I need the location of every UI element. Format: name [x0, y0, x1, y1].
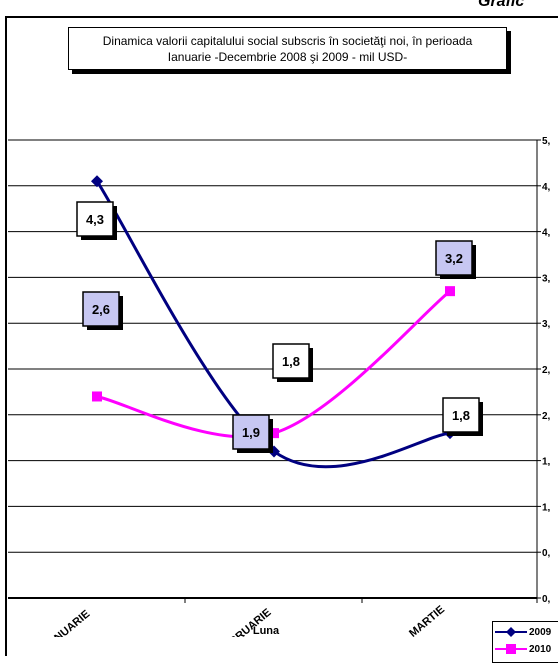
data-label-2009: 1,9: [242, 425, 260, 440]
y-tick-label: 0,: [542, 548, 551, 559]
chart-title-line-1: Dinamica valorii capitalului social subs…: [102, 33, 473, 48]
data-label-2009: 4,3: [86, 212, 104, 227]
corner-title: Grafic: [478, 0, 525, 10]
data-labels: 4,3 1,9 1,8 2,6 1,8 3,2: [76, 201, 483, 453]
legend-label-2009: 2009: [529, 626, 552, 638]
marker-2010: [92, 391, 102, 402]
data-label-2010: 2,6: [92, 302, 110, 317]
legend-item-2009: 2009: [495, 625, 551, 639]
series-line-2009: [95, 180, 451, 469]
tick-labels: 0,0,1,1,2,2,3,3,4,4,5,IANUARIE FEBRUARIE M…: [44, 136, 551, 637]
legend-swatch-2010: [495, 644, 527, 654]
marker-2010: [445, 286, 455, 297]
x-tick-label: MARTIE: [407, 604, 447, 637]
data-label-box: [272, 343, 310, 379]
legend-item-2010: 2010: [495, 642, 551, 656]
y-tick-label: 2,: [542, 365, 551, 376]
y-tick-label: 3,: [542, 319, 551, 330]
line-chart: 4,3 1,9 1,8 2,6 1,8 3,2 0, 0, 1, 1, 2, 2, 3, 3, 4, 4, 5…: [8, 136, 551, 637]
y-tick-label: 5,: [542, 136, 551, 147]
data-label-box: [232, 414, 270, 450]
y-tick-label: 1,: [542, 502, 551, 513]
data-label-2010: 3,2: [445, 251, 463, 266]
data-label-box: [435, 240, 473, 276]
y-tick-label: 1,: [542, 457, 551, 468]
data-label-2009: 1,8: [452, 408, 470, 423]
data-label-box: [76, 201, 114, 237]
marker-2010: [269, 428, 279, 439]
data-label-2010: 1,8: [282, 354, 300, 369]
data-label-box: [82, 291, 120, 327]
y-tick-label: 3,: [542, 273, 551, 284]
y-tick-label: 4,: [542, 228, 551, 239]
marker-2009: [91, 175, 103, 188]
y-tick-label: 2,: [542, 411, 551, 422]
legend-label-2010: 2010: [529, 643, 552, 655]
chart-frame: [5, 16, 558, 656]
x-tick-label: IANUARIE: [44, 608, 92, 637]
legend: 2009 2010: [492, 621, 558, 663]
series-lines: [95, 180, 451, 469]
y-tick-label: 4,: [542, 182, 551, 193]
chart-title-line-2: Ianuarie -Decembrie 2008 şi 2009 - mil U…: [167, 49, 408, 64]
legend-swatch-2009: [495, 627, 527, 637]
x-axis-title: Luna: [253, 625, 280, 637]
axes: [8, 139, 541, 603]
data-label-box: [442, 397, 480, 433]
chart-title-box: Dinamica valorii capitalului social subs…: [68, 27, 507, 70]
y-tick-label: 0,: [542, 594, 551, 605]
